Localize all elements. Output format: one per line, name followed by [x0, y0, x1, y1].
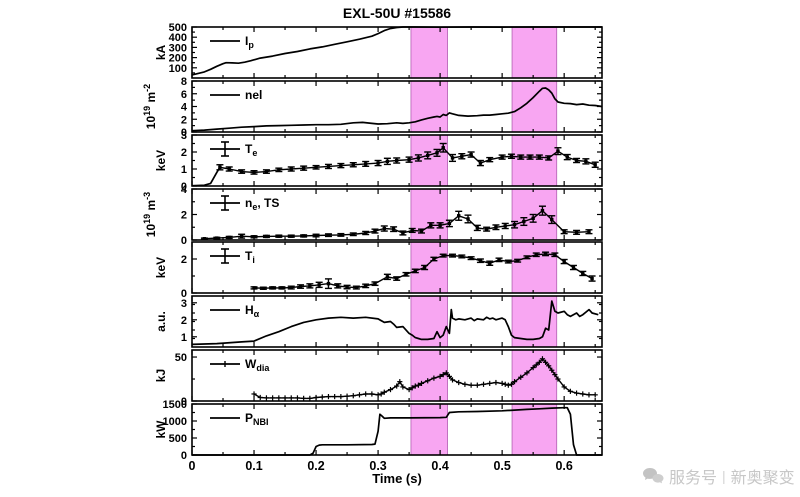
highlight-band-2 — [511, 26, 558, 79]
y-tick-label: 100 — [169, 63, 187, 75]
legend-label: nel — [245, 88, 262, 102]
y-axis-unit: kW — [154, 420, 168, 439]
y-tick-label: 2 — [181, 114, 187, 126]
x-tick-label: 0 — [189, 459, 196, 473]
panel-te: 0 1 2 3 keV Te — [154, 130, 603, 193]
y-tick-label: 400 — [169, 32, 187, 44]
highlight-band-2 — [511, 80, 558, 133]
chat-bubbles-icon — [643, 468, 664, 484]
legend-label: Te — [245, 142, 257, 158]
y-tick-label: 500 — [169, 433, 187, 445]
highlight-band-1 — [410, 403, 448, 456]
y-tick-label: 2 — [181, 254, 187, 266]
legend-ti: Ti — [210, 248, 255, 265]
watermark: 服务号 | 新奥聚变 — [642, 464, 795, 488]
y-axis-unit: kA — [154, 44, 168, 60]
series-halpha-line — [191, 300, 599, 346]
panel-ne-ts: 0 2 4 1019 m-3 ne, TS — [142, 184, 603, 247]
y-tick-label: 0 — [181, 181, 187, 193]
x-tick-label: 0.1 — [245, 459, 262, 473]
y-tick-label: 2 — [181, 210, 187, 222]
watermark-separator: | — [722, 468, 726, 484]
highlight-band-1 — [410, 26, 448, 79]
y-tick-label: 1000 — [163, 416, 187, 428]
legend-nel: nel — [210, 88, 262, 102]
x-tick-label: 0.4 — [431, 459, 448, 473]
y-tick-label: 4 — [181, 102, 188, 114]
x-axis-label: Time (s) — [372, 471, 422, 486]
y-tick-label: 1 — [181, 332, 187, 344]
highlight-band-2 — [511, 403, 558, 456]
legend-label: ne, TS — [245, 196, 279, 212]
y-tick-label: 50 — [175, 352, 187, 364]
y-tick-label: 8 — [181, 76, 187, 88]
x-tick-label: 0.2 — [307, 459, 324, 473]
y-tick-label: 2 — [181, 315, 187, 327]
y-tick-label: 3 — [181, 298, 187, 310]
y-tick-label: 1 — [181, 164, 187, 176]
watermark-label: 服务号 — [669, 470, 718, 487]
x-tick-label: 0.3 — [369, 459, 386, 473]
x-tick-label: 0.5 — [493, 459, 510, 473]
panel-pnbi: 0 500 1000 1500 kW PNBI — [154, 399, 603, 462]
highlight-band-2 — [511, 349, 558, 402]
y-tick-label: 300 — [169, 42, 187, 54]
watermark-brand: 新奥聚变 — [730, 470, 795, 487]
y-tick-label: 3 — [181, 130, 187, 142]
highlight-band-1 — [410, 80, 448, 133]
y-tick-label: 6 — [181, 89, 187, 101]
y-axis-unit: keV — [154, 257, 168, 278]
y-tick-label: 4 — [181, 184, 188, 196]
legend-label: Wdia — [245, 357, 270, 373]
y-tick-label: 0 — [181, 288, 187, 300]
panel-ti: 0 2 keV Ti — [154, 241, 603, 300]
y-axis-unit: 1019 m-3 — [142, 192, 158, 237]
legend-label: Hα — [245, 303, 260, 319]
x-tick-label: 0.6 — [555, 459, 572, 473]
legend-ip: Ip — [210, 34, 254, 50]
series-nel-line — [191, 87, 603, 132]
highlight-band-2 — [511, 241, 558, 294]
y-tick-label: 0 — [181, 450, 187, 462]
y-axis-unit: a.u. — [154, 311, 168, 332]
panel-border — [191, 241, 603, 294]
legend-label: PNBI — [245, 411, 269, 427]
y-tick-label: 0 — [181, 127, 187, 139]
legend-te: Te — [210, 141, 257, 158]
legend-halpha: Hα — [210, 303, 260, 319]
page-title: EXL-50U #15586 — [342, 5, 452, 21]
highlight-band-1 — [410, 241, 448, 294]
legend-pnbi: PNBI — [210, 411, 269, 427]
y-tick-label: 2 — [181, 147, 187, 159]
series-te-line — [191, 166, 221, 187]
y-tick-label: 0 — [181, 235, 187, 247]
y-axis-unit: keV — [154, 150, 168, 171]
y-tick-label: 500 — [169, 22, 187, 34]
y-axis-unit: kJ — [154, 369, 168, 382]
y-axis-unit: 1019 m-2 — [142, 84, 158, 129]
legend-wdia: Wdia — [210, 357, 270, 373]
legend-label: Ti — [245, 249, 255, 265]
panel-wdia: 0 50 kJ Wdia — [154, 349, 603, 408]
y-tick-label: 200 — [169, 53, 187, 65]
y-tick-label: 0 — [181, 396, 187, 408]
legend-ne-ts: ne, TS — [210, 195, 279, 212]
highlight-band-1 — [410, 188, 448, 241]
legend-label: Ip — [245, 34, 254, 50]
panel-border — [191, 349, 603, 402]
panel-halpha: 1 2 3 a.u. Hα — [154, 295, 603, 348]
y-tick-label: 1500 — [163, 399, 187, 411]
